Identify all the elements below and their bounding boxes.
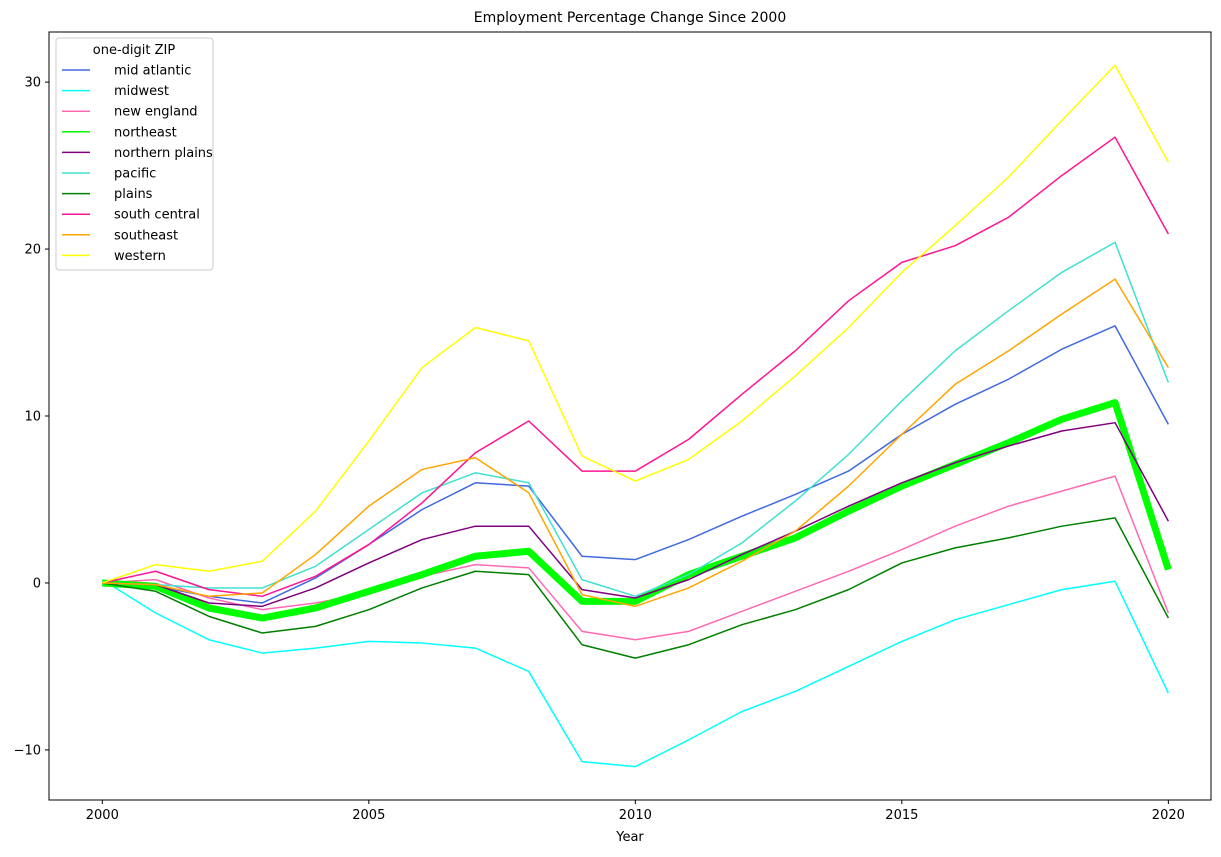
legend-label: western <box>114 249 166 264</box>
legend-label: mid atlantic <box>114 64 191 79</box>
series-layer <box>101 64 1172 768</box>
legend-label: pacific <box>114 167 156 182</box>
series-line-mid-atlantic <box>102 325 1170 604</box>
series-line-plains <box>102 517 1170 659</box>
x-tick-label: 2015 <box>885 808 918 823</box>
x-tick-label: 2005 <box>352 808 385 823</box>
y-tick-label: 20 <box>24 243 41 258</box>
legend-label: northern plains <box>114 146 213 161</box>
x-tick-label: 2000 <box>86 808 119 823</box>
series-line-pacific <box>102 241 1170 598</box>
legend-box <box>55 37 214 271</box>
x-axis: 2000 2005 2010 2015 2020 <box>86 800 1185 823</box>
legend-label: northeast <box>114 125 177 140</box>
x-tick-label: 2010 <box>619 808 652 823</box>
x-axis-label: Year <box>615 830 644 845</box>
series-line-northern-plains <box>102 421 1170 608</box>
series-line-new-england <box>102 475 1170 641</box>
series-line-northeast <box>102 399 1172 622</box>
legend-label: plains <box>114 187 153 202</box>
legend-label: new england <box>114 105 198 120</box>
y-tick-label: −10 <box>14 743 41 758</box>
legend: one-digit ZIP mid atlantic midwest new eng… <box>55 37 214 271</box>
legend-title: one-digit ZIP <box>93 43 176 58</box>
series-line-midwest <box>101 578 1170 768</box>
series-line-southeast <box>102 278 1170 608</box>
y-tick-label: 10 <box>24 410 41 425</box>
legend-label: midwest <box>114 84 169 99</box>
series-line-south-central <box>102 136 1170 598</box>
legend-label: south central <box>114 208 200 223</box>
legend-label: southeast <box>114 228 178 243</box>
y-axis: −10 0 10 20 30 <box>14 76 49 758</box>
legend-items: mid atlantic midwest new england northeast n… <box>62 64 213 264</box>
y-tick-label: 0 <box>33 576 41 591</box>
chart-title: Employment Percentage Change Since 2000 <box>474 10 786 26</box>
x-tick-label: 2020 <box>1152 808 1185 823</box>
y-tick-label: 30 <box>24 76 41 91</box>
series-line-western <box>102 64 1170 584</box>
